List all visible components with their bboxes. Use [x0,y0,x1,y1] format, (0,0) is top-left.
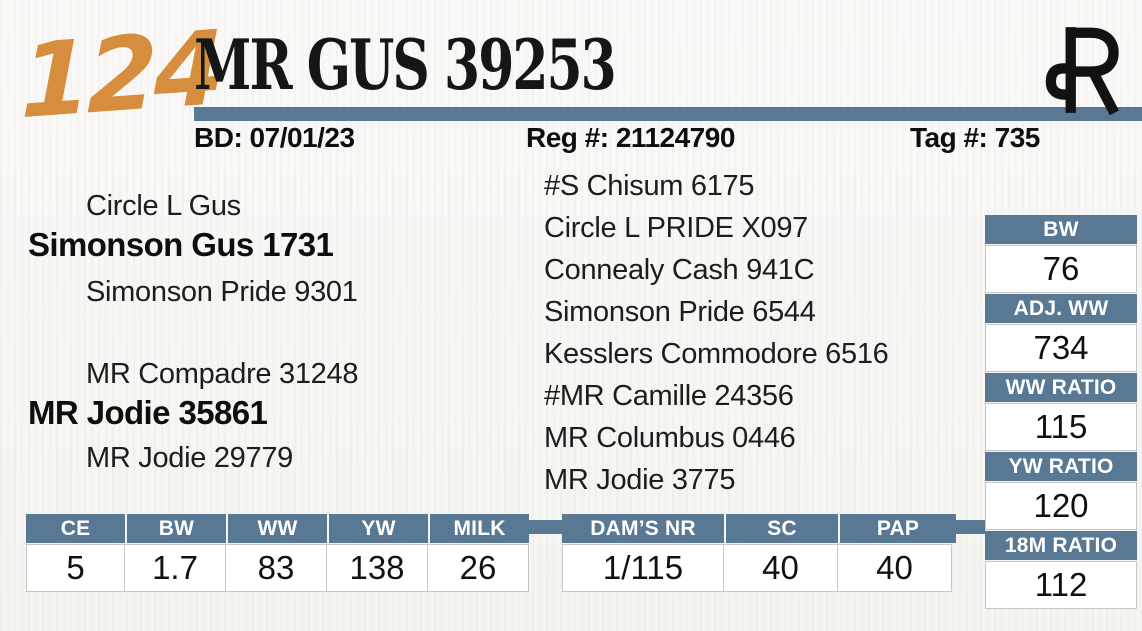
dam-header-pap: PAP [840,514,956,543]
extended-pedigree-line: Kesslers Commodore 6516 [544,338,889,370]
epd-table-value-row: 5 1.7 83 138 26 [26,544,529,592]
tag-label: Tag #: 735 [910,122,1040,153]
epd-header-bw: BW [127,514,226,543]
stat-value-bw: 76 [985,245,1137,293]
sire-grand-dam: Simonson Pride 9301 [86,276,358,308]
extended-pedigree-line: MR Jodie 3775 [544,464,736,496]
epd-value-milk: 26 [428,544,529,592]
performance-column: BW 76 ADJ. WW 734 WW RATIO 115 YW RATIO … [985,214,1137,609]
epd-value-ww: 83 [226,544,327,592]
dam-grand-dam: MR Jodie 29779 [86,442,293,474]
birth-date-label: BD: 07/01/23 [194,122,355,153]
extended-pedigree-line: #S Chisum 6175 [544,170,755,202]
sire-name: Simonson Gus 1731 [28,226,334,263]
epd-value-bw: 1.7 [125,544,226,592]
stat-value-ww-ratio: 115 [985,403,1137,451]
title-underline-bar [194,107,1142,121]
dam-header-nr: DAM’S NR [562,514,724,543]
stat-header-18m-ratio: 18M RATIO [985,531,1137,560]
r-brand-icon [1042,24,1128,116]
dam-grand-sire: MR Compadre 31248 [86,358,359,390]
epd-header-milk: MILK [430,514,529,543]
stat-header-yw-ratio: YW RATIO [985,452,1137,481]
dam-value-sc: 40 [724,544,838,592]
epd-table: CE BW WW YW MILK 5 1.7 83 138 26 [26,514,529,592]
lot-number: 124 [20,8,221,143]
extended-pedigree-line: #MR Camille 24356 [544,380,794,412]
extended-pedigree-line: Simonson Pride 6544 [544,296,816,328]
dam-record-table: DAM’S NR SC PAP 1/115 40 40 [562,514,956,592]
table-connector-bar [954,520,985,534]
epd-header-ce: CE [26,514,125,543]
extended-pedigree-line: MR Columbus 0446 [544,422,796,454]
stat-header-ww-ratio: WW RATIO [985,373,1137,402]
dam-table-value-row: 1/115 40 40 [562,544,956,592]
animal-name-text: MR GUS 39253 [194,23,617,106]
stat-value-adj-ww: 734 [985,324,1137,372]
dam-value-pap: 40 [838,544,952,592]
table-connector-bar [527,520,562,534]
sire-grand-sire: Circle L Gus [86,190,241,222]
dam-header-sc: SC [726,514,838,543]
dam-name: MR Jodie 35861 [28,394,268,431]
extended-pedigree-line: Circle L PRIDE X097 [544,212,808,244]
epd-header-ww: WW [228,514,327,543]
epd-value-ce: 5 [26,544,125,592]
epd-table-header-row: CE BW WW YW MILK [26,514,529,543]
dam-table-header-row: DAM’S NR SC PAP [562,514,956,543]
stat-header-bw: BW [985,215,1137,244]
epd-value-yw: 138 [327,544,428,592]
stat-value-18m-ratio: 112 [985,561,1137,609]
stat-value-yw-ratio: 120 [985,482,1137,530]
epd-header-yw: YW [329,514,428,543]
dam-value-nr: 1/115 [562,544,724,592]
extended-pedigree-line: Connealy Cash 941C [544,254,815,286]
registration-label: Reg #: 21124790 [526,122,735,153]
stat-header-adj-ww: ADJ. WW [985,294,1137,323]
animal-name-title: MR GUS 39253 [194,30,632,99]
